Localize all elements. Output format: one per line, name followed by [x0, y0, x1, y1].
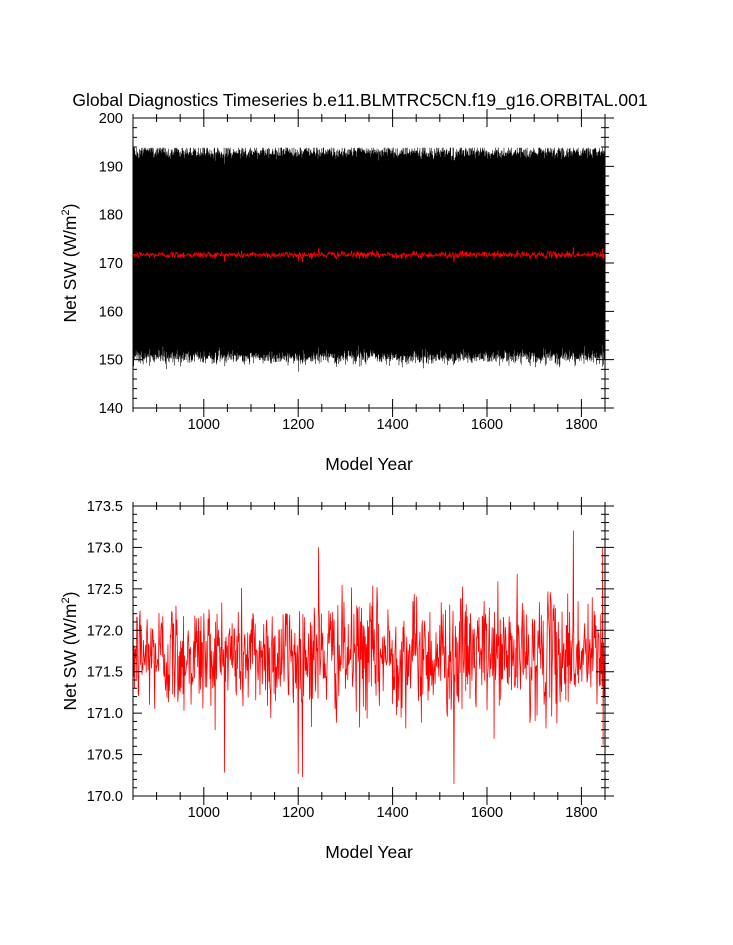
top-y-label-main: Net SW (W/m: [60, 216, 80, 323]
bottom-x-tick-label: 1600: [471, 805, 503, 821]
bottom-y-tick-label: 172.0: [87, 623, 123, 639]
top-y-tick-label: 150: [99, 353, 123, 369]
bottom-panel: 1000 1200 1400 1600 1800 170.0 170.5 171.0 171.5…: [60, 497, 614, 862]
bottom-y-axis-label: Net SW (W/m2): [60, 592, 80, 711]
bottom-y-tick-label: 170.5: [87, 748, 123, 764]
top-y-label-close: ): [60, 204, 80, 210]
bottom-x-tick-label: 1000: [188, 805, 220, 821]
top-x-tick-label: 1600: [471, 417, 503, 433]
bottom-tick-labels: 1000 1200 1400 1600 1800 170.0 170.5 171.0 171.5…: [87, 499, 598, 821]
bottom-y-label-main: Net SW (W/m: [60, 604, 80, 711]
top-x-axis-label: Model Year: [325, 454, 413, 474]
top-y-tick-label: 180: [99, 208, 123, 224]
figure-title: Global Diagnostics Timeseries b.e11.BLMT…: [72, 90, 647, 111]
bottom-x-tick-label: 1400: [376, 805, 408, 821]
top-y-tick-label: 190: [99, 159, 123, 175]
bottom-ticks: [132, 497, 614, 805]
top-y-label-superscript: 2: [60, 209, 72, 215]
top-monthly-series-line: [133, 147, 605, 372]
bottom-y-tick-label: 171.0: [87, 706, 123, 722]
bottom-x-tick-label: 1800: [565, 805, 597, 821]
top-x-tick-label: 1200: [282, 417, 314, 433]
top-x-tick-label: 1000: [188, 417, 220, 433]
bottom-annual-series-line: [133, 530, 605, 784]
bottom-y-tick-label: 172.5: [87, 582, 123, 598]
top-y-tick-label: 170: [99, 256, 123, 272]
top-x-tick-label: 1800: [565, 417, 597, 433]
bottom-y-tick-label: 173.0: [87, 540, 123, 556]
top-y-tick-label: 140: [99, 401, 123, 417]
top-annual-series-line: [133, 247, 605, 263]
top-plot-series: [133, 147, 605, 372]
top-x-tick-label: 1400: [376, 417, 408, 433]
bottom-y-tick-label: 171.5: [87, 665, 123, 681]
bottom-y-tick-label: 173.5: [87, 499, 123, 515]
bottom-x-axis-label: Model Year: [325, 842, 413, 862]
top-y-tick-label: 200: [99, 111, 123, 127]
top-y-axis-label: Net SW (W/m2): [60, 204, 80, 323]
bottom-y-label-close: ): [60, 592, 80, 598]
top-panel: 1000 1200 1400 1600 1800 140 150 160 170 180 190 20…: [60, 109, 614, 474]
top-tick-labels: 1000 1200 1400 1600 1800 140 150 160 170 180 190 20…: [99, 111, 598, 433]
bottom-x-tick-label: 1200: [282, 805, 314, 821]
bottom-plot-series: [133, 530, 605, 784]
top-ticks: [132, 109, 614, 417]
bottom-y-tick-label: 170.0: [87, 789, 123, 805]
top-y-tick-label: 160: [99, 304, 123, 320]
bottom-y-label-superscript: 2: [60, 597, 72, 603]
